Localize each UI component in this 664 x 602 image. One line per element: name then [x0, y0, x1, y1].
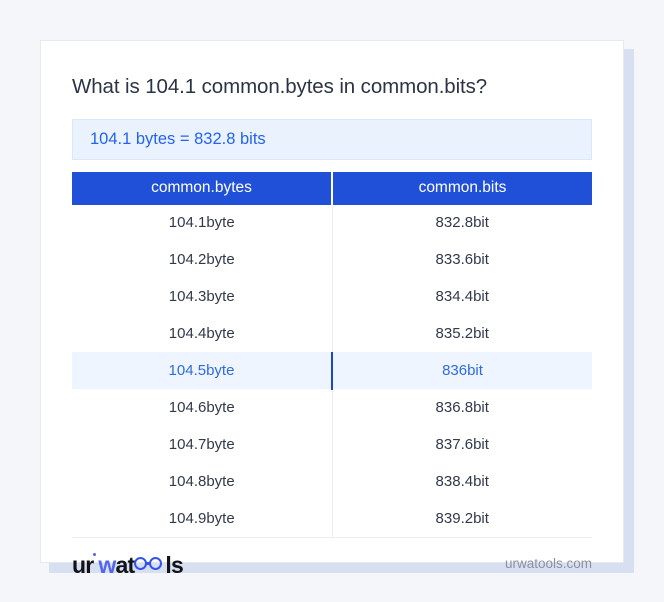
- cell-bits: 832.8bit: [332, 204, 592, 242]
- logo-bridge: [146, 562, 152, 565]
- cell-bytes: 104.7byte: [72, 426, 333, 464]
- answer-text: 104.1 bytes = 832.8 bits: [90, 129, 266, 148]
- logo-text-w: w: [98, 552, 116, 579]
- logo-text-ls: ls: [165, 552, 183, 579]
- cell-bytes: 104.6byte: [72, 389, 333, 427]
- card-footer: ur w at ls urwatools.com: [72, 545, 592, 583]
- table-row[interactable]: 104.9byte 839.2bit: [72, 500, 592, 538]
- conversion-card: What is 104.1 common.bytes in common.bit…: [40, 40, 624, 577]
- table-row[interactable]: 104.4byte 835.2bit: [72, 315, 592, 353]
- site-url-label: urwatools.com: [504, 556, 592, 572]
- cell-bits: 833.6bit: [332, 241, 592, 279]
- answer-banner: 104.1 bytes = 832.8 bits: [72, 118, 592, 160]
- logo-text-at: at: [115, 552, 136, 579]
- table-row[interactable]: 104.6byte 836.8bit: [72, 389, 592, 427]
- table-header-row: common.bytes common.bits: [72, 171, 592, 205]
- page-title: What is 104.1 common.bytes in common.bit…: [72, 75, 488, 98]
- cell-bytes: 104.8byte: [72, 463, 333, 501]
- logo-text-ur: ur: [72, 552, 94, 579]
- cell-bytes: 104.9byte: [72, 500, 333, 538]
- urwatools-logo[interactable]: ur w at ls: [72, 550, 184, 579]
- table-row[interactable]: 104.7byte 837.6bit: [72, 426, 592, 464]
- cell-bits: 836bit: [332, 352, 592, 390]
- cell-bits: 839.2bit: [332, 500, 592, 538]
- cell-bytes: 104.5byte: [72, 352, 333, 390]
- table-row[interactable]: 104.5byte 836bit: [72, 352, 592, 390]
- logo-dot-icon: [93, 550, 98, 573]
- cell-bits: 838.4bit: [332, 463, 592, 501]
- cell-bytes: 104.4byte: [72, 315, 333, 353]
- cell-bits: 835.2bit: [332, 315, 592, 353]
- logo-lens-right: [149, 557, 163, 571]
- cell-bytes: 104.2byte: [72, 241, 333, 279]
- cell-bytes: 104.3byte: [72, 278, 333, 316]
- conversion-table: common.bytes common.bits 104.1byte 832.8b…: [72, 171, 592, 538]
- table-row[interactable]: 104.8byte 838.4bit: [72, 463, 592, 501]
- table-body: 104.1byte 832.8bit 104.2byte 833.6bit 104.3b…: [72, 204, 592, 538]
- table-row[interactable]: 104.1byte 832.8bit: [72, 204, 592, 242]
- table-header: common.bytes common.bits: [72, 171, 592, 205]
- cell-bits: 837.6bit: [332, 426, 592, 464]
- cell-bits: 836.8bit: [332, 389, 592, 427]
- cell-bits: 834.4bit: [332, 278, 592, 316]
- logo-glasses-icon: [134, 557, 165, 572]
- table-row[interactable]: 104.3byte 834.4bit: [72, 278, 592, 316]
- column-header-bytes[interactable]: common.bytes: [72, 171, 333, 205]
- cell-bytes: 104.1byte: [72, 204, 333, 242]
- column-header-bits[interactable]: common.bits: [332, 171, 592, 205]
- table-row[interactable]: 104.2byte 833.6bit: [72, 241, 592, 279]
